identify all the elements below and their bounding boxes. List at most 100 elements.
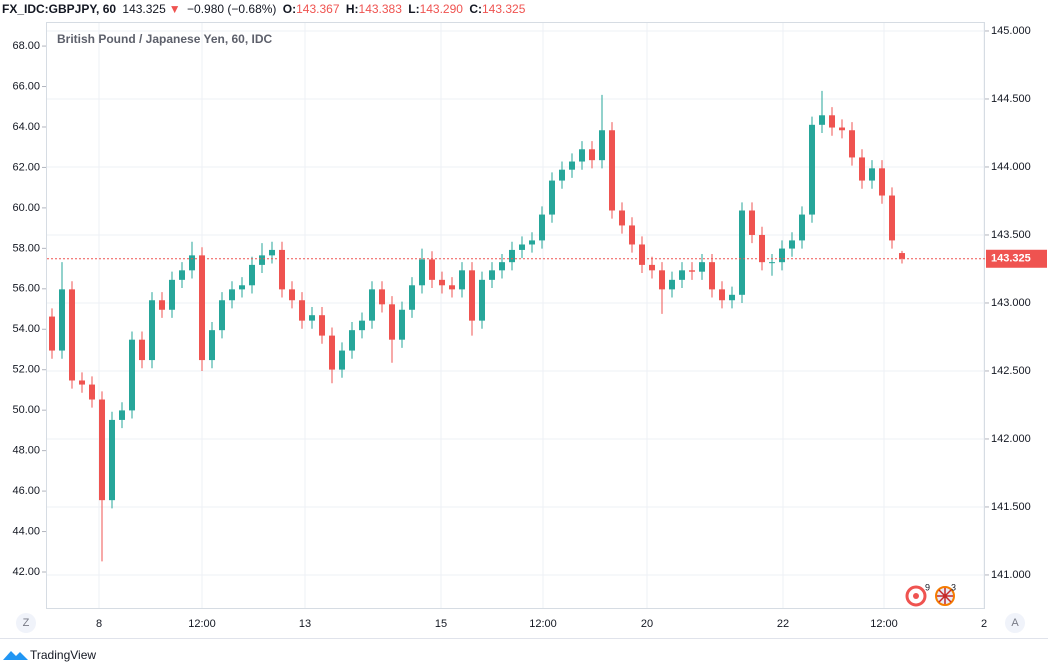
candle-body — [419, 259, 425, 286]
y2-tick-label: 141.000 — [991, 569, 1031, 581]
brand-logo — [3, 651, 28, 660]
candle-body — [279, 249, 285, 290]
candle-body — [859, 157, 865, 181]
flag-cross — [937, 588, 953, 604]
brand[interactable]: TradingView — [30, 648, 96, 662]
candle-body — [879, 168, 885, 196]
y2-tick-label: 143.000 — [991, 297, 1031, 309]
badge: 3 — [951, 582, 956, 592]
price-label-box — [986, 249, 1047, 268]
zoom-button[interactable] — [16, 613, 36, 633]
candle-body — [669, 279, 675, 290]
candle-body — [119, 410, 125, 420]
candle-body — [599, 130, 605, 161]
x-tick-label: 15 — [435, 618, 447, 630]
candle-body — [609, 130, 615, 211]
x-tick-label: 2 — [981, 618, 987, 630]
candle-body — [639, 244, 645, 265]
candle-body — [399, 309, 405, 340]
chart-title: British Pound / Japanese Yen, 60, IDC — [57, 32, 273, 46]
c-label: C: — [469, 2, 482, 16]
candle-body — [529, 240, 535, 245]
candle-body — [389, 304, 395, 340]
candle-body — [699, 262, 705, 272]
candle-body — [829, 115, 835, 128]
x-tick-label: 8 — [96, 618, 102, 630]
l-value: 143.290 — [419, 2, 463, 16]
candle-body — [649, 264, 655, 271]
zoom-label[interactable]: Z — [23, 617, 30, 629]
candle-body — [339, 350, 345, 370]
h-label: H: — [345, 2, 359, 16]
badge: 9 — [925, 582, 930, 592]
x-tick-label: 12:00 — [870, 618, 898, 630]
candle-body — [489, 270, 495, 280]
candle-body — [249, 264, 255, 286]
candle-body — [439, 279, 445, 286]
y-tick-label: 48.00 — [12, 445, 40, 457]
candle-body — [559, 169, 565, 181]
candle-body — [839, 127, 845, 131]
candle-body — [409, 285, 415, 310]
l-label: L: — [408, 2, 420, 16]
candle-body — [499, 262, 505, 271]
x-tick-label: 20 — [641, 618, 653, 630]
candle-body — [349, 330, 355, 351]
y-tick-label: 66.00 — [12, 80, 40, 92]
y2-tick-label: 144.500 — [991, 93, 1031, 105]
candle-body — [519, 244, 525, 250]
candle-body — [189, 255, 195, 271]
y2-tick-label: 141.500 — [991, 501, 1031, 513]
candle-body — [49, 316, 55, 351]
candle-body — [589, 149, 595, 161]
x-tick-label: 12:00 — [529, 618, 557, 630]
candle-body — [809, 124, 815, 215]
candle-body — [379, 289, 385, 305]
candle-body — [509, 249, 515, 263]
candle-body — [619, 210, 625, 226]
candle-body — [429, 259, 435, 280]
candle-body — [259, 255, 265, 265]
y-tick-label: 58.00 — [12, 242, 40, 254]
header: FX_IDC:GBPJPY, 60 143.325 ▼ −0.980 (−0.68… — [2, 2, 528, 16]
auto-label[interactable]: A — [1011, 617, 1019, 629]
events-icon[interactable] — [905, 585, 927, 607]
candle-body — [899, 253, 905, 259]
auto-button[interactable] — [1005, 613, 1025, 633]
y-tick-label: 42.00 — [12, 566, 40, 578]
candle-body — [539, 214, 545, 241]
candle-body — [69, 289, 75, 381]
candle-body — [149, 300, 155, 361]
change: −0.980 (−0.68%) — [187, 2, 277, 16]
x-tick-label: 12:00 — [188, 618, 216, 630]
candle-body — [749, 210, 755, 235]
candle-body — [849, 130, 855, 158]
events-dot — [913, 593, 919, 599]
candle-body — [569, 161, 575, 170]
y-tick-label: 54.00 — [12, 323, 40, 335]
candle-body — [269, 249, 275, 256]
candle-body — [79, 380, 85, 385]
candle-body — [99, 399, 105, 501]
candle-body — [799, 214, 805, 241]
candle-body — [239, 285, 245, 290]
candle-body — [479, 279, 485, 321]
y-tick-label: 64.00 — [12, 121, 40, 133]
y2-tick-label: 142.500 — [991, 365, 1031, 377]
c-value: 143.325 — [481, 2, 526, 16]
y-tick-label: 60.00 — [12, 202, 40, 214]
candle-body — [299, 300, 305, 321]
candle-body — [629, 225, 635, 245]
y-tick-label: 50.00 — [12, 404, 40, 416]
candle-body — [789, 240, 795, 249]
candle-body — [209, 330, 215, 361]
y2-tick-label: 145.000 — [991, 25, 1031, 37]
candle-body — [769, 262, 775, 264]
candle-body — [729, 294, 735, 301]
candle-body — [169, 279, 175, 310]
y-tick-label: 56.00 — [12, 283, 40, 295]
candle-body — [779, 248, 785, 263]
candle-body — [739, 210, 745, 295]
symbol: FX_IDC:GBPJPY, 60 — [2, 2, 117, 16]
